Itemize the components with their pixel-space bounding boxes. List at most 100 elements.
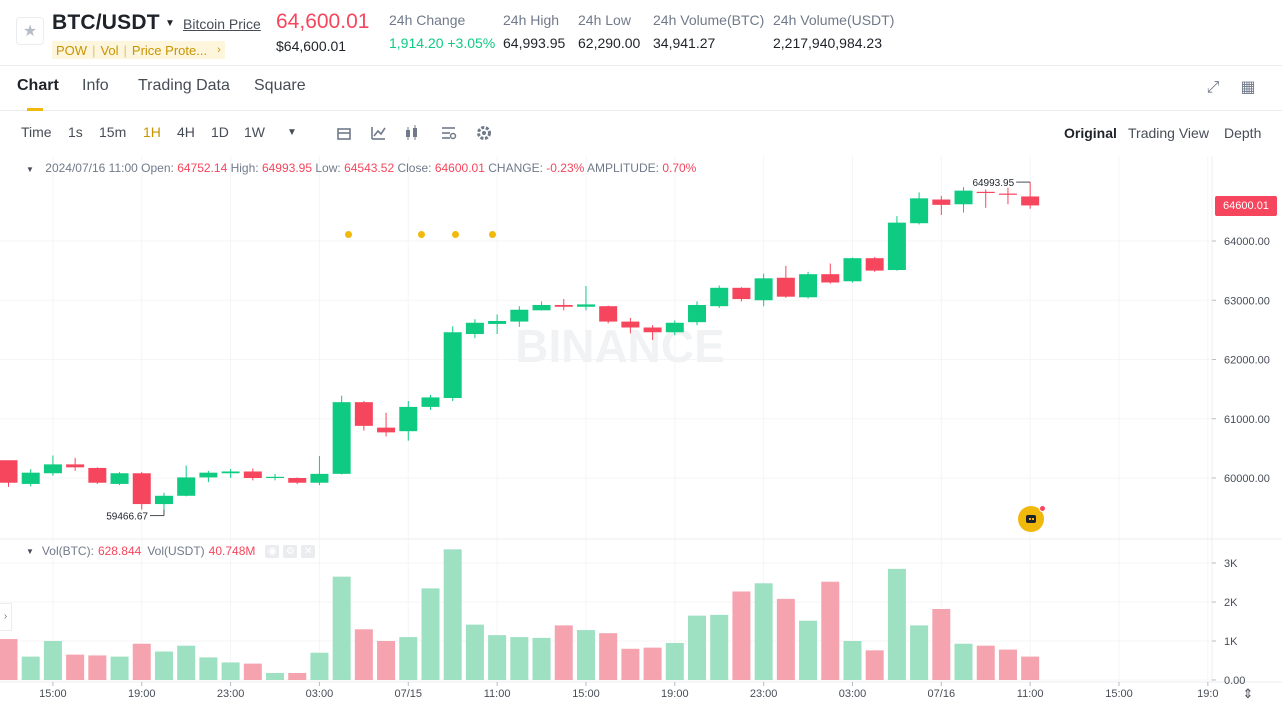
candle-body — [621, 321, 640, 328]
pair-name[interactable]: BTC/USDT — [52, 11, 160, 34]
volume-bar — [488, 635, 507, 680]
tag-pow[interactable]: POW — [56, 42, 88, 58]
candle-body — [976, 191, 995, 194]
candle-body — [954, 190, 973, 205]
time-tick-label: 07/16 — [928, 688, 956, 700]
collapse-legend-icon[interactable]: ▼ — [26, 165, 34, 174]
candle-body — [688, 304, 707, 323]
tag-vol[interactable]: Vol — [100, 42, 119, 58]
stat-24h-low: 24h Low 62,290.00 — [578, 12, 640, 51]
candle-body — [443, 332, 462, 399]
favorite-star-icon[interactable]: ★ — [16, 17, 44, 45]
chart-toolbar: Time 1s 15m 1H 4H 1D 1W ▼ Original Tradi… — [0, 111, 1282, 238]
volume-bar — [754, 583, 773, 680]
candle-body — [843, 258, 862, 282]
candle-body — [932, 199, 951, 205]
chevron-right-icon[interactable]: › — [217, 44, 221, 56]
gear-icon[interactable] — [476, 124, 494, 142]
candle-body — [177, 477, 196, 496]
time-tick-label: 15:00 — [39, 688, 67, 700]
candle-body — [243, 471, 262, 478]
more-intervals-dropdown-icon[interactable]: ▼ — [287, 127, 297, 138]
volume-bar — [643, 647, 662, 680]
volume-bar — [243, 663, 262, 680]
chart-grid — [0, 156, 1282, 683]
volume-bar — [0, 639, 18, 680]
pair-dropdown-icon[interactable]: ▼ — [165, 18, 175, 29]
candle-body — [199, 472, 218, 478]
close-icon[interactable]: ✕ — [301, 544, 316, 558]
candle-body — [310, 473, 329, 483]
volume-bar — [199, 657, 218, 680]
volume-bar — [132, 643, 151, 680]
active-tab-indicator — [27, 108, 43, 111]
chat-icon — [1026, 515, 1036, 523]
volume-tick-label: 1K — [1224, 636, 1238, 648]
candle-style-icon[interactable] — [404, 124, 422, 142]
bitcoin-price-link[interactable]: Bitcoin Price — [183, 16, 261, 32]
tab-chart[interactable]: Chart — [17, 77, 59, 94]
legend-change: -0.23% — [546, 161, 585, 175]
candle-body — [377, 427, 396, 433]
layout-grid-icon[interactable]: ▦ — [1240, 79, 1256, 96]
axis-scale-icon[interactable]: ⇕ — [1242, 686, 1254, 701]
volume-bar — [354, 629, 373, 680]
volume-bar — [865, 650, 884, 680]
candle-body — [799, 274, 818, 298]
view-trading-view[interactable]: Trading View — [1128, 125, 1209, 141]
view-depth[interactable]: Depth — [1224, 125, 1262, 141]
candle-body — [354, 402, 373, 426]
candle-body — [776, 277, 795, 297]
watermark: BINANCE — [515, 320, 725, 372]
candle-body — [332, 402, 351, 474]
candle-body — [887, 222, 906, 271]
volume-bar — [1021, 656, 1040, 680]
chart-settings-list-icon[interactable] — [440, 124, 458, 142]
interval-1h[interactable]: 1H — [143, 124, 161, 140]
volume-bar — [399, 637, 418, 680]
volume-bar — [732, 591, 751, 680]
interval-15m[interactable]: 15m — [99, 124, 127, 140]
tab-square[interactable]: Square — [254, 77, 306, 94]
time-tick-label: 15:00 — [572, 688, 600, 700]
view-original[interactable]: Original — [1064, 125, 1117, 141]
eye-icon[interactable]: ◉ — [265, 544, 280, 558]
last-price-usd: $64,600.01 — [276, 38, 347, 54]
current-price-tag: 64600.01 — [1215, 196, 1277, 216]
stat-24h-volume-usdt: 24h Volume(USDT) 2,217,940,984.23 — [773, 12, 894, 51]
candlestick-chart[interactable]: BINANCE 64000.00 63000.00 62000.00 61000.00… — [0, 155, 1282, 714]
tag-price-protect[interactable]: Price Prote... — [131, 42, 208, 58]
notification-dot — [418, 231, 425, 238]
tab-info[interactable]: Info — [82, 77, 109, 94]
interval-4h[interactable]: 4H — [177, 124, 195, 140]
axes: 64000.00 63000.00 62000.00 61000.00 60000.00… — [39, 236, 1270, 700]
interval-time[interactable]: Time — [21, 124, 52, 140]
candle-body — [154, 495, 173, 505]
volume-bar — [332, 576, 351, 680]
vol-btc-value: 628.844 — [97, 544, 142, 558]
candle-body — [710, 287, 729, 307]
legend-low-label: Low: — [315, 161, 341, 175]
tag-bar[interactable]: POW | Vol | Price Prote... › — [52, 41, 225, 59]
volume-bar — [954, 643, 973, 680]
indicator-icon[interactable] — [336, 124, 354, 142]
time-tick-label: 11:00 — [1017, 688, 1044, 700]
candle-body — [576, 304, 595, 307]
interval-1s[interactable]: 1s — [68, 124, 83, 140]
floating-assistant-button[interactable] — [1018, 505, 1046, 532]
time-tick-label: 23:00 — [217, 688, 245, 700]
tab-trading-data[interactable]: Trading Data — [138, 77, 230, 94]
settings-icon[interactable]: ⚙ — [283, 544, 298, 558]
vol-usdt-label: Vol(USDT) — [147, 544, 205, 558]
collapse-volume-icon[interactable]: ▼ — [26, 546, 34, 556]
candle-body — [88, 467, 107, 483]
expand-panel-arrow-icon[interactable]: › — [0, 603, 12, 631]
interval-1w[interactable]: 1W — [244, 124, 265, 140]
volume-bar — [532, 637, 551, 680]
interval-1d[interactable]: 1D — [211, 124, 229, 140]
drawing-tools-icon[interactable] — [370, 124, 388, 142]
volume-bar — [266, 672, 285, 680]
expand-icon[interactable]: ⤢ — [1206, 79, 1220, 96]
candle-body — [910, 198, 929, 224]
chart-area[interactable]: BINANCE 64000.00 63000.00 62000.00 61000.00… — [0, 155, 1282, 714]
